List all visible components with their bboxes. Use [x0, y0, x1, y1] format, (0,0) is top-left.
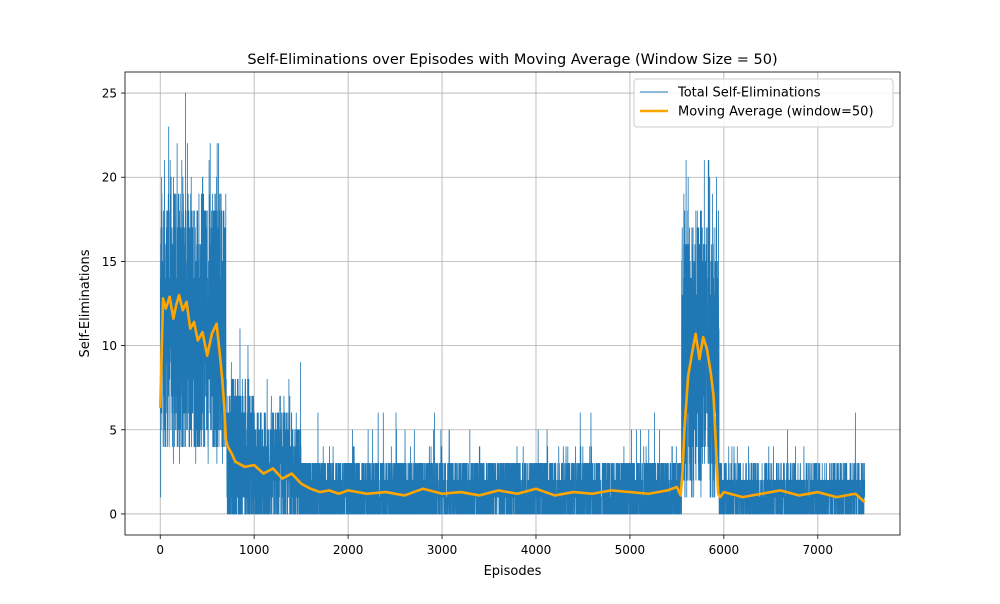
raw-series-line — [159, 92, 866, 515]
y-tick-label: 0 — [109, 507, 117, 521]
y-tick-label: 5 — [109, 423, 117, 437]
x-tick-label: 5000 — [615, 543, 646, 557]
plot-series — [158, 92, 866, 515]
x-axis-label: Episodes — [484, 564, 542, 579]
axis-ticks: 0 1000 2000 3000 4000 5000 6000 7000 0 5 10 15 20 25 — [102, 87, 833, 557]
x-tick-label: 1000 — [239, 543, 270, 557]
x-tick-label: 6000 — [709, 543, 740, 557]
y-axis-label: Self-Eliminations — [78, 249, 93, 357]
moving-average-line — [158, 293, 866, 504]
y-tick-label: 15 — [102, 255, 117, 269]
chart-title: Self-Eliminations over Episodes with Mov… — [247, 52, 777, 68]
axes-frame — [124, 71, 901, 536]
legend-label-moving-average: Moving Average (window=50) — [678, 105, 874, 120]
legend: Total Self-Eliminations Moving Average (… — [633, 78, 894, 128]
legend-box — [633, 78, 894, 128]
legend-label-raw: Total Self-Eliminations — [677, 86, 821, 101]
x-tick-label: 3000 — [427, 543, 458, 557]
y-tick-label: 25 — [102, 87, 117, 101]
x-tick-label: 2000 — [333, 543, 364, 557]
y-tick-label: 10 — [102, 339, 117, 353]
x-tick-label: 7000 — [803, 543, 834, 557]
y-tick-label: 20 — [102, 171, 117, 185]
x-tick-label: 4000 — [521, 543, 552, 557]
x-tick-label: 0 — [156, 543, 164, 557]
